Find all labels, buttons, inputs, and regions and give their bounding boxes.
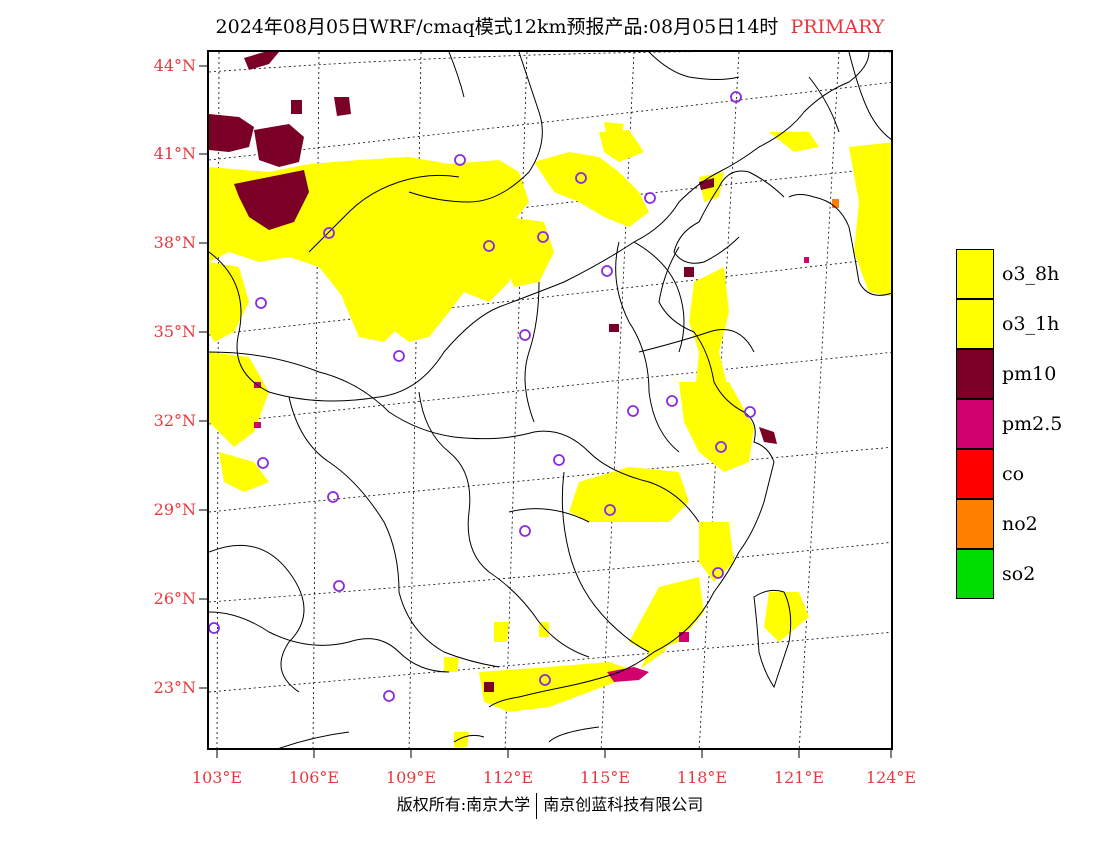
map-frame: [207, 50, 893, 750]
lat-label-41: 41°N: [153, 144, 196, 163]
legend-swatch: [956, 349, 994, 399]
copyright-footer: 版权所有:南京大学 南京创蓝科技有限公司: [0, 791, 1100, 819]
legend-swatch: [956, 499, 994, 549]
station-markers: [209, 91, 756, 702]
graticule: [209, 52, 891, 748]
lon-label-106: 106°E: [288, 768, 340, 787]
legend-label: pm2.5: [1002, 413, 1063, 435]
legend-swatch: [956, 249, 994, 299]
legend-label: o3_1h: [1002, 313, 1060, 335]
coastline: [453, 52, 891, 743]
legend-label: pm10: [1002, 363, 1057, 385]
pm10-areas: [209, 52, 777, 692]
footer-owner: 版权所有:南京大学: [396, 795, 531, 814]
o3-exceedance-areas: [209, 122, 891, 747]
legend-swatch: [956, 549, 994, 599]
footer-company: 南京创蓝科技有限公司: [543, 795, 704, 814]
legend-label: no2: [1002, 513, 1038, 535]
lat-label-29: 29°N: [153, 500, 196, 519]
legend-label: o3_8h: [1002, 263, 1060, 285]
lat-label-44: 44°N: [153, 56, 196, 75]
legend-swatch: [956, 399, 994, 449]
map-title: 2024年08月05日WRF/cmaq模式12km预报产品:08月05日14时 P…: [0, 12, 1100, 39]
lat-label-26: 26°N: [153, 589, 196, 608]
lon-label-112: 112°E: [482, 768, 534, 787]
legend-swatch: [956, 449, 994, 499]
title-primary-tag: PRIMARY: [790, 16, 885, 38]
lon-label-121: 121°E: [773, 768, 825, 787]
lat-label-35: 35°N: [153, 322, 196, 341]
lon-label-118: 118°E: [676, 768, 728, 787]
legend-label: co: [1002, 463, 1025, 485]
lat-label-32: 32°N: [153, 411, 196, 430]
legend-swatch: [956, 299, 994, 349]
map-canvas: [209, 52, 891, 748]
lon-label-109: 109°E: [385, 768, 437, 787]
title-main: 2024年08月05日WRF/cmaq模式12km预报产品:08月05日14时: [215, 16, 779, 38]
admin-boundaries: [209, 52, 870, 748]
legend-label: so2: [1002, 563, 1036, 585]
lon-label-115: 115°E: [579, 768, 631, 787]
lat-label-23: 23°N: [153, 678, 196, 697]
lon-label-124: 124°E: [865, 768, 917, 787]
footer-separator: [536, 792, 538, 819]
lat-label-38: 38°N: [153, 233, 196, 252]
lon-label-103: 103°E: [191, 768, 243, 787]
